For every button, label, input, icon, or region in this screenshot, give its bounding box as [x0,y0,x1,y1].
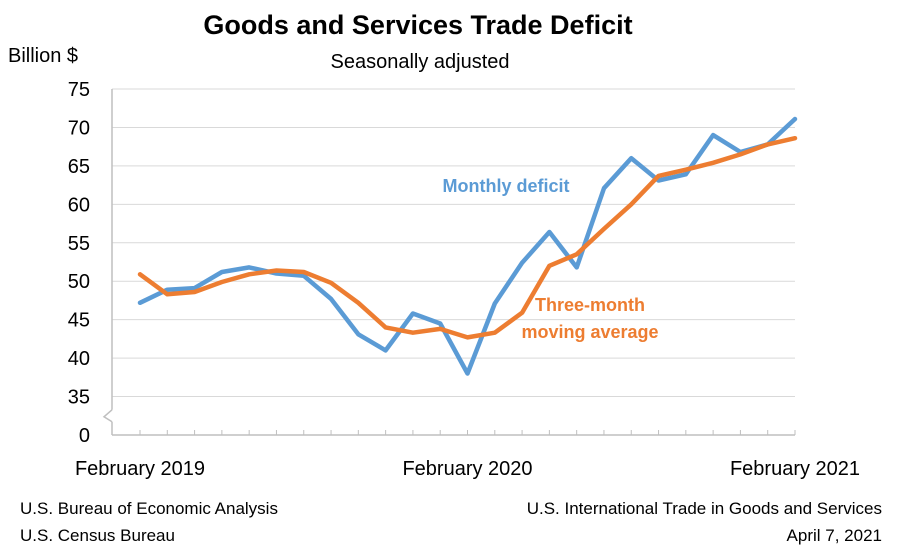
moving-average-label-line1: Three-month [535,295,645,315]
axes [102,89,796,436]
series-lines [137,116,798,376]
y-tick-label: 55 [68,233,90,255]
y-tick-labels: 0 35 40 45 50 55 60 65 70 75 [68,79,90,447]
y-tick-label: 75 [68,79,90,101]
chart-title: Goods and Services Trade Deficit [203,10,632,40]
y-axis-break-icon [102,409,113,423]
y-tick-label: 0 [79,425,90,447]
release-name: U.S. International Trade in Goods and Se… [527,499,882,518]
y-tick-label: 70 [68,117,90,139]
x-tick-label: February 2019 [75,458,205,480]
y-tick-label: 45 [68,310,90,332]
x-tick-label: February 2020 [402,458,532,480]
moving-average-label-line2: moving average [521,322,658,342]
x-tick-labels: February 2019 February 2020 February 2021 [75,458,860,480]
source-bea: U.S. Bureau of Economic Analysis [20,499,278,518]
x-tick-label: February 2021 [730,458,860,480]
source-census: U.S. Census Bureau [20,526,175,545]
chart-subtitle: Seasonally adjusted [330,51,509,73]
y-tick-label: 65 [68,156,90,178]
y-tick-label: 50 [68,271,90,293]
y-axis-label: Billion $ [8,45,78,67]
release-date: April 7, 2021 [787,526,882,545]
moving-average-line [137,135,798,340]
y-tick-label: 40 [68,348,90,370]
y-tick-label: 60 [68,194,90,216]
y-tick-label: 35 [68,387,90,409]
monthly-deficit-label: Monthly deficit [443,176,570,196]
